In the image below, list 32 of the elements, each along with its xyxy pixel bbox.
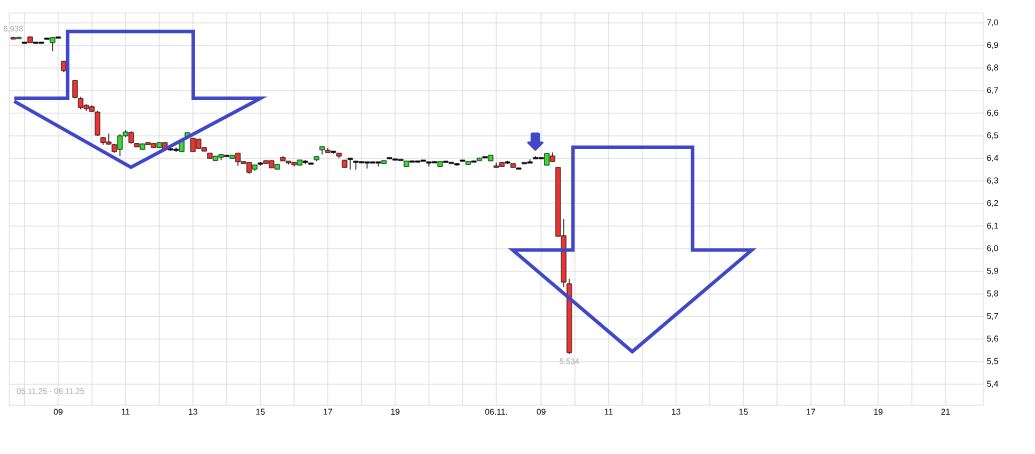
y-tick-label: 6,6: [987, 109, 999, 117]
candlestick: [72, 80, 78, 99]
x-tick-label: 09: [536, 408, 546, 415]
y-tick-label: 6,4: [987, 154, 999, 162]
x-tick-label: 17: [806, 408, 816, 415]
y-tick-label: 6,7: [987, 87, 999, 95]
y-tick-label: 6,0: [987, 245, 999, 253]
x-tick-label: 13: [188, 408, 198, 415]
x-tick-label: 15: [256, 408, 265, 415]
x-tick-label: 11: [121, 408, 130, 415]
y-tick-label: 5,5: [987, 358, 999, 366]
y-tick-label: 6,9: [987, 41, 999, 49]
y-tick-label: 6,8: [987, 64, 999, 72]
x-tick-label: 21: [941, 408, 950, 415]
x-tick-label: 13: [671, 408, 681, 415]
y-tick-label: 5,9: [987, 267, 999, 275]
x-tick-label: 11: [604, 408, 613, 415]
x-tick-label: 06.11.: [485, 408, 507, 415]
x-tick-label: 19: [874, 408, 883, 415]
y-tick-label: 6,3: [987, 177, 999, 185]
x-tick-label: 19: [391, 408, 400, 415]
y-tick-label: 6,5: [987, 132, 999, 140]
x-tick-label: 09: [53, 408, 63, 415]
y-tick-label: 5,6: [987, 335, 999, 343]
x-tick-label: 15: [739, 408, 748, 415]
y-tick-label: 7,0: [987, 19, 999, 27]
y-tick-label: 5,8: [987, 290, 999, 298]
y-tick-label: 6,2: [987, 200, 999, 208]
x-tick-label: 17: [323, 408, 333, 415]
y-tick-label: 6,1: [987, 222, 999, 230]
y-tick-label: 5,4: [987, 380, 999, 388]
y-tick-label: 5,7: [987, 313, 999, 320]
